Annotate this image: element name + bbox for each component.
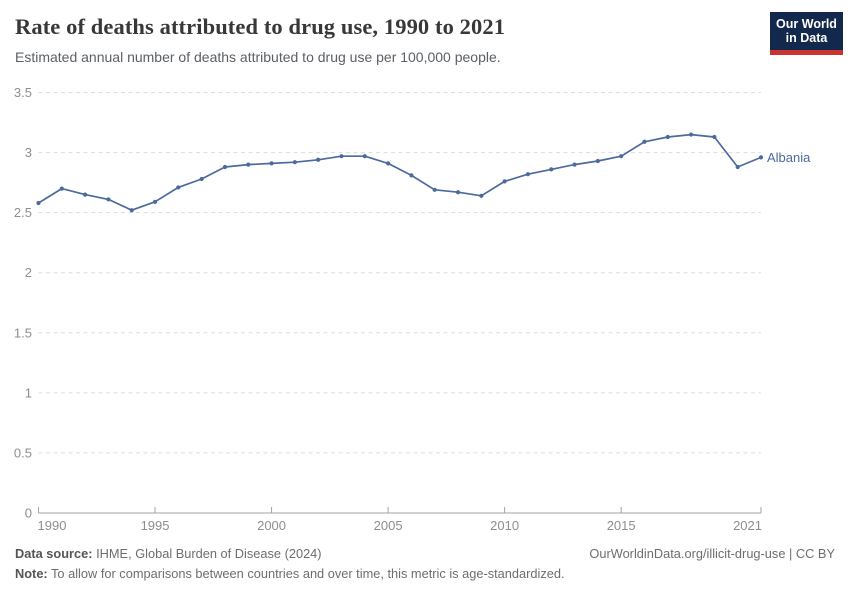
series-line-albania[interactable] <box>37 133 762 212</box>
data-point-2007[interactable] <box>432 187 437 192</box>
data-source-value: IHME, Global Burden of Disease (2024) <box>92 546 322 561</box>
note-label: Note: <box>15 566 48 581</box>
owid-logo-line2: in Data <box>785 31 828 45</box>
data-point-2004[interactable] <box>362 154 367 159</box>
y-axis-labels: 0 0.5 1 1.5 2 2.5 3 3.5 <box>14 85 32 521</box>
data-source-label: Data source: <box>15 546 93 561</box>
data-point-1995[interactable] <box>152 199 158 204</box>
data-point-2005[interactable] <box>385 161 391 166</box>
data-point-2021[interactable] <box>758 155 764 160</box>
data-point-1999[interactable] <box>246 162 251 167</box>
data-point-2018[interactable] <box>688 132 694 137</box>
data-point-1996[interactable] <box>176 185 181 190</box>
y-tick-label-2: 2 <box>25 265 32 280</box>
chart-footer: Data source: IHME, Global Burden of Dise… <box>15 544 835 584</box>
y-tick-label-2.5: 2.5 <box>14 205 32 220</box>
y-tick-label-0: 0 <box>25 506 32 521</box>
y-tick-label-1: 1 <box>25 385 32 400</box>
chart-header: Rate of deaths attributed to drug use, 1… <box>15 14 755 65</box>
data-source-line: Data source: IHME, Global Burden of Dise… <box>15 544 322 564</box>
x-tick-label-2010: 2010 <box>490 518 519 533</box>
x-tick-label-2021: 2021 <box>733 518 762 533</box>
data-point-1998[interactable] <box>222 164 228 170</box>
data-point-1997[interactable] <box>199 176 204 182</box>
data-point-1991[interactable] <box>59 186 64 191</box>
data-point-2011[interactable] <box>525 172 531 177</box>
chart-title: Rate of deaths attributed to drug use, 1… <box>15 14 506 39</box>
data-point-2016[interactable] <box>642 139 647 144</box>
y-tick-label-0.5: 0.5 <box>14 445 32 460</box>
data-point-2017[interactable] <box>665 134 670 140</box>
data-point-2001[interactable] <box>292 160 297 165</box>
data-point-2008[interactable] <box>455 190 461 195</box>
y-gridlines <box>38 92 761 454</box>
data-point-1993[interactable] <box>106 197 111 202</box>
x-tick-label-2005: 2005 <box>374 518 403 533</box>
data-point-2012[interactable] <box>549 167 554 172</box>
data-point-2013[interactable] <box>572 162 577 167</box>
series-end-label-albania[interactable]: Albania <box>767 150 811 165</box>
x-tick-label-2015: 2015 <box>607 518 636 533</box>
data-point-2003[interactable] <box>339 154 344 159</box>
owid-url-link[interactable]: OurWorldinData.org/illicit-drug-use | CC… <box>589 546 835 561</box>
owid-logo[interactable]: Our World in Data <box>770 12 843 55</box>
x-axis <box>38 507 762 514</box>
data-point-2014[interactable] <box>595 158 600 164</box>
y-tick-label-1.5: 1.5 <box>14 325 32 340</box>
series-markers-albania <box>36 132 764 213</box>
x-tick-label-2000: 2000 <box>257 518 286 533</box>
y-tick-label-3: 3 <box>25 145 32 160</box>
note-line: Note: To allow for comparisons between c… <box>15 566 565 581</box>
data-point-2019[interactable] <box>712 134 717 140</box>
data-point-1992[interactable] <box>83 192 88 197</box>
y-tick-label-3.5: 3.5 <box>14 85 32 100</box>
owid-logo-line1: Our World <box>776 16 837 31</box>
data-point-2002[interactable] <box>316 157 321 162</box>
data-point-2000[interactable] <box>269 161 274 166</box>
data-point-2015[interactable] <box>619 154 624 159</box>
note-value: To allow for comparisons between countri… <box>47 566 565 581</box>
chart-subtitle: Estimated annual number of deaths attrib… <box>15 49 501 65</box>
data-point-2006[interactable] <box>409 173 414 178</box>
x-axis-labels: 1990 1995 2000 2005 2010 2015 2021 <box>38 518 763 533</box>
x-tick-label-1995: 1995 <box>141 518 170 533</box>
data-point-1990[interactable] <box>36 200 41 206</box>
x-tick-label-1990: 1990 <box>38 518 67 533</box>
data-point-2009[interactable] <box>479 193 484 198</box>
data-point-1994[interactable] <box>129 208 134 213</box>
data-point-2010[interactable] <box>502 179 507 184</box>
data-point-2020[interactable] <box>735 164 740 170</box>
